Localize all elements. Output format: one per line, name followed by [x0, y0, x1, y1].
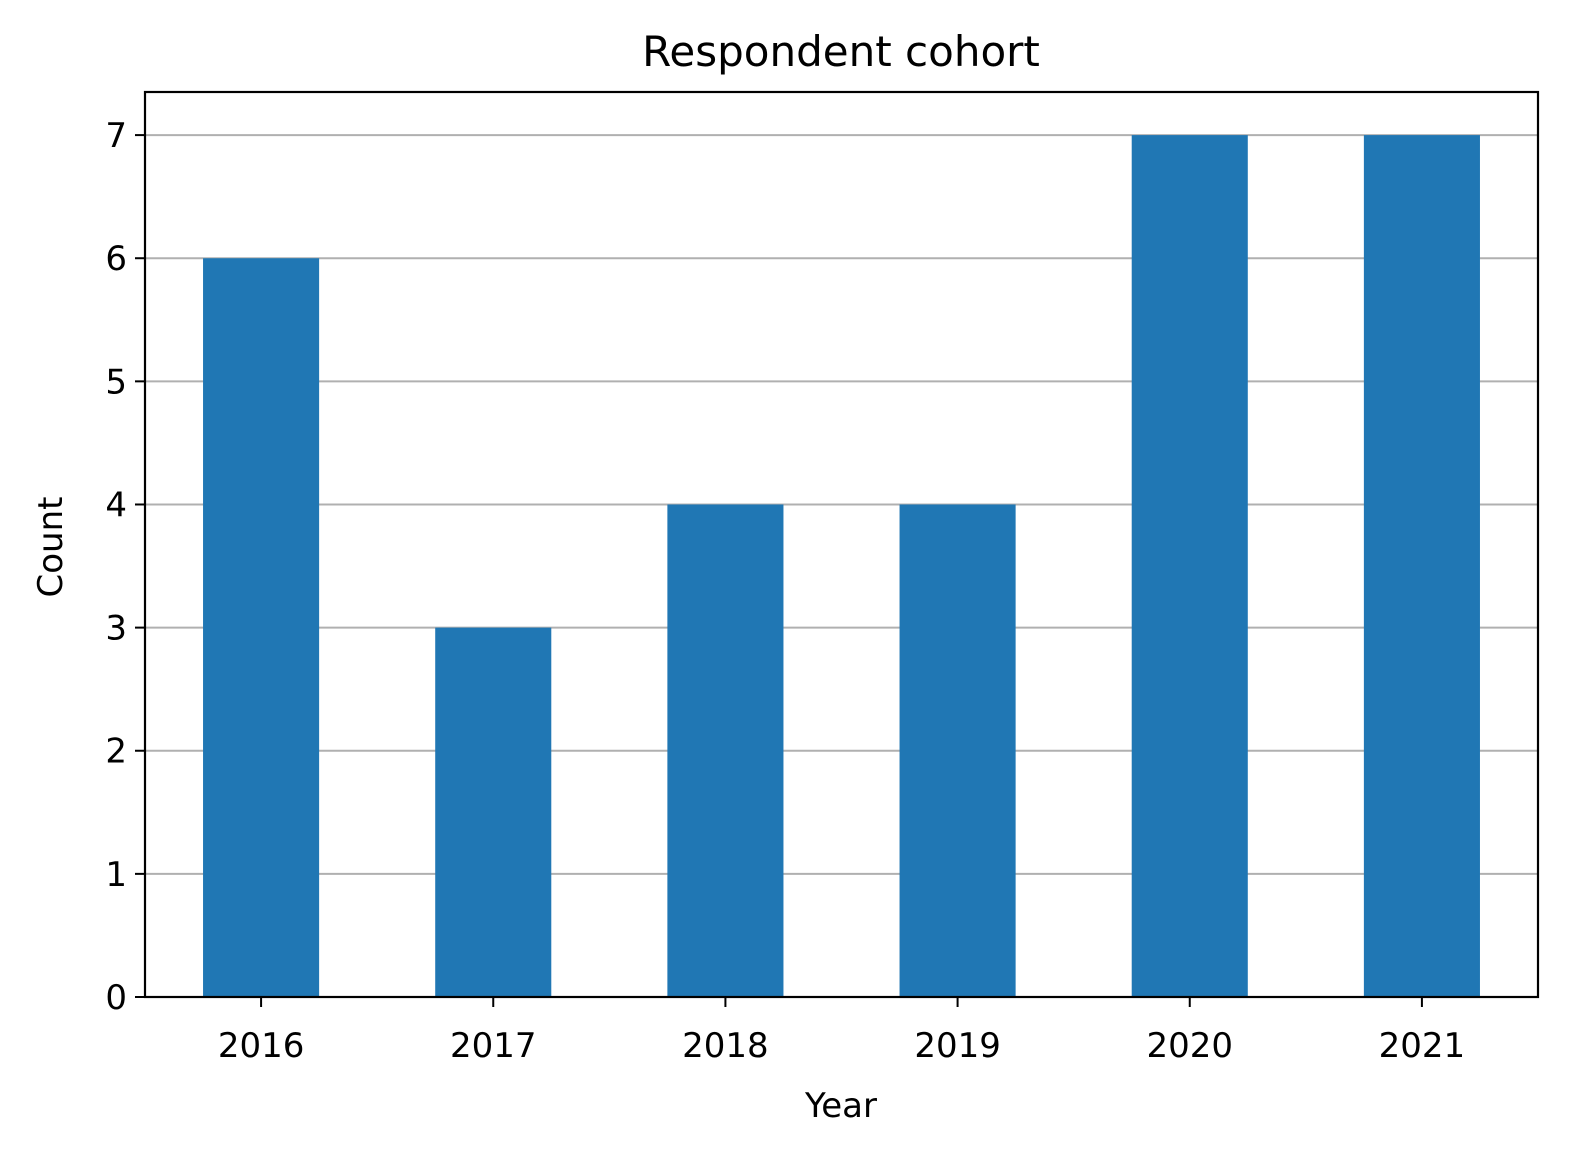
bar-2018: [667, 504, 784, 997]
x-tick-label-2019: 2019: [914, 1026, 1001, 1066]
bar-2021: [1363, 135, 1480, 998]
y-tick-label-7: 7: [105, 116, 127, 156]
y-tick-label-2: 2: [105, 732, 127, 772]
plot-frame: [143, 90, 1540, 999]
y-tick-label-4: 4: [105, 485, 127, 525]
bars: [203, 135, 1480, 998]
y-tick-label-0: 0: [105, 978, 127, 1018]
x-axis-label: Year: [804, 1086, 877, 1126]
bar-2017: [435, 627, 552, 997]
y-tick-label-5: 5: [105, 362, 127, 402]
bar-2019: [899, 504, 1016, 997]
x-tick-label-2017: 2017: [450, 1026, 537, 1066]
y-tick-label-3: 3: [105, 609, 127, 649]
x-tick-label-2016: 2016: [218, 1026, 305, 1066]
y-tick-label-1: 1: [105, 855, 127, 895]
x-tick-label-2021: 2021: [1379, 1026, 1466, 1066]
bar-2020: [1131, 135, 1248, 998]
bar-2016: [203, 258, 320, 997]
chart-title: Respondent cohort: [642, 27, 1040, 76]
y-tick-label-6: 6: [105, 239, 127, 279]
x-tick-label-2020: 2020: [1146, 1026, 1233, 1066]
x-tick-label-2018: 2018: [682, 1026, 769, 1066]
gridlines: [145, 134, 1538, 998]
ticks: 0 1 2 3 4 5 6 7 2016 2017 2018 2019 2020 2021: [105, 116, 1465, 1066]
y-axis-label: Count: [31, 497, 71, 598]
